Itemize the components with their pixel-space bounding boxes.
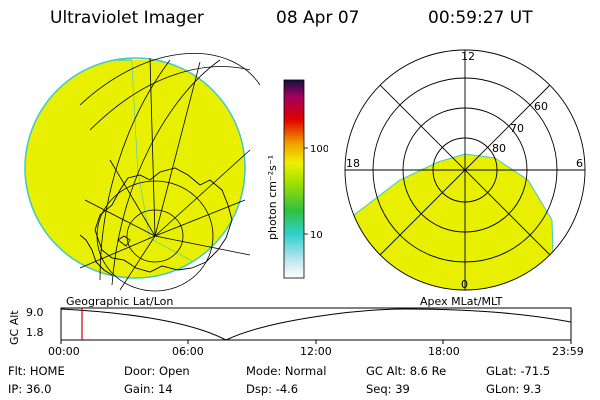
app-title: Ultraviolet Imager bbox=[50, 8, 204, 28]
polar-grid bbox=[344, 49, 586, 291]
earth-limb bbox=[24, 57, 246, 279]
lat-label-70: 70 bbox=[510, 122, 524, 135]
lat-label-60: 60 bbox=[534, 100, 548, 113]
info-door: Door: Open bbox=[124, 364, 190, 378]
info-dsp: Dsp: -4.6 bbox=[246, 382, 299, 396]
info-ip: IP: 36.0 bbox=[8, 382, 52, 396]
altitude-curve bbox=[60, 308, 572, 341]
x-tick-0000: 00:00 bbox=[48, 345, 80, 358]
mlt-label-0: 0 bbox=[461, 278, 468, 291]
colorbar-tick-100: 100 bbox=[310, 144, 328, 155]
info-glat: GLat: -71.5 bbox=[486, 364, 551, 378]
lat-label-80: 80 bbox=[492, 142, 506, 155]
alt-tick-low: 1.8 bbox=[26, 326, 44, 339]
info-gain: Gain: 14 bbox=[124, 382, 173, 396]
time-label: 00:59:27 UT bbox=[428, 8, 533, 28]
x-tick-2359: 23:59 bbox=[552, 345, 584, 358]
color-bar: 100 10 photon cm⁻²s⁻¹ bbox=[266, 79, 328, 279]
apex-caption: Apex MLat/MLT bbox=[420, 295, 503, 308]
coastline bbox=[94, 167, 233, 273]
mlt-label-6: 6 bbox=[576, 157, 583, 170]
geographic-caption: Geographic Lat/Lon bbox=[66, 295, 174, 308]
color-bar-gradient bbox=[283, 79, 305, 279]
mlt-label-12: 12 bbox=[461, 50, 475, 63]
info-flt: Flt: HOME bbox=[8, 364, 65, 378]
lat-lon-grid bbox=[79, 53, 260, 292]
altitude-plot bbox=[60, 307, 572, 344]
geographic-map bbox=[24, 53, 260, 292]
colorbar-tick-10: 10 bbox=[310, 230, 323, 241]
x-tick-1200: 12:00 bbox=[300, 345, 332, 358]
polar-emission-region bbox=[345, 153, 555, 290]
mlt-label-18: 18 bbox=[346, 157, 360, 170]
info-seq: Seq: 39 bbox=[366, 382, 410, 396]
colorbar-label: photon cm⁻²s⁻¹ bbox=[266, 155, 279, 240]
polar-plot: 12 18 6 0 60 70 80 bbox=[344, 49, 586, 291]
altitude-plot-frame bbox=[60, 307, 572, 341]
date-label: 08 Apr 07 bbox=[276, 8, 360, 28]
altitude-axis-label: GC Alt bbox=[8, 310, 21, 345]
x-tick-1800: 18:00 bbox=[428, 345, 460, 358]
info-glon: GLon: 9.3 bbox=[486, 382, 542, 396]
info-mode: Mode: Normal bbox=[246, 364, 327, 378]
alt-tick-high: 9.0 bbox=[26, 306, 44, 319]
x-tick-0600: 06:00 bbox=[172, 345, 204, 358]
info-gc-alt: GC Alt: 8.6 Re bbox=[366, 364, 447, 378]
